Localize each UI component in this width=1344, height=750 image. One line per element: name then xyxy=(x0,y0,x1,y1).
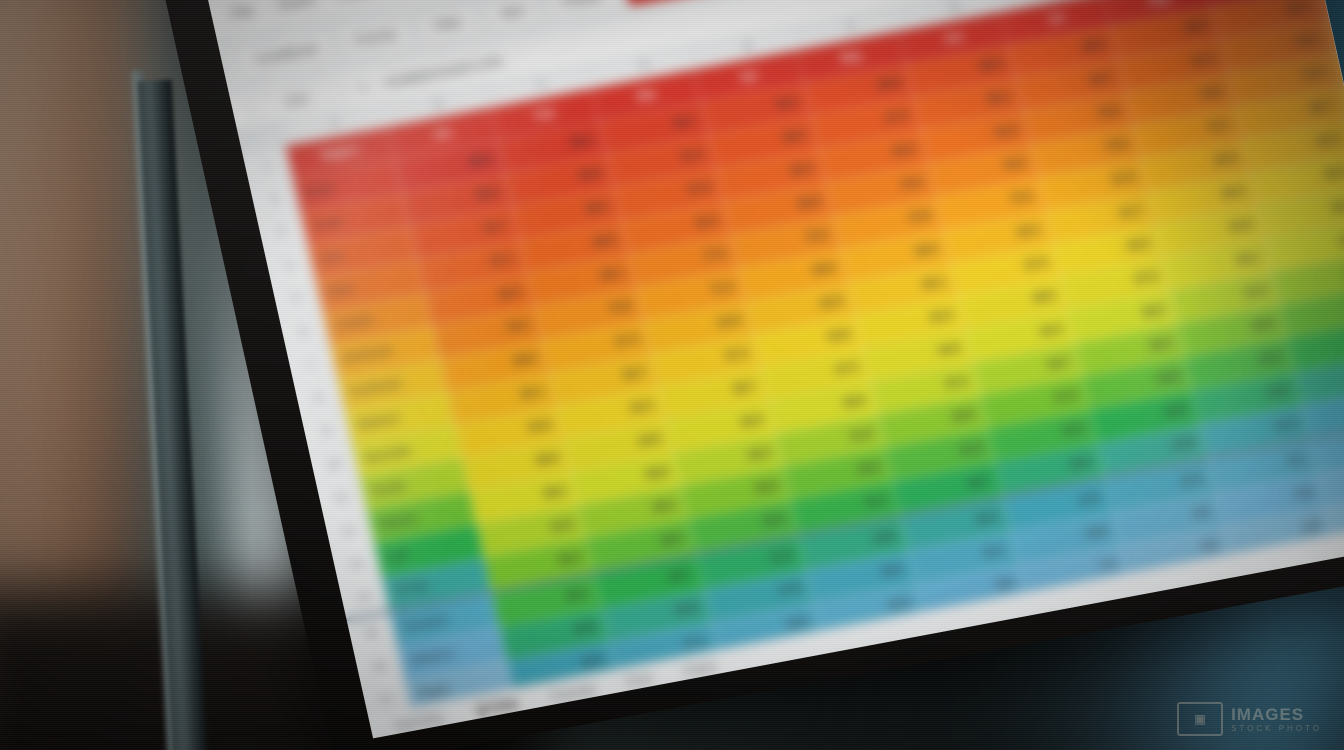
menu-item-home[interactable]: Home xyxy=(276,0,316,13)
conditional-button[interactable]: Conditional xyxy=(237,30,336,79)
fx-icon: fx xyxy=(357,79,370,96)
watermark: ▣ IMAGES STOCK PHOTO xyxy=(1177,702,1322,736)
laptop-screen: Budget_2024_Q4_Analysis.xlsx — □ × File … xyxy=(196,0,1344,739)
menu-item-file[interactable]: File xyxy=(229,2,255,21)
pin-icon[interactable]: 📍 xyxy=(678,729,697,739)
taskbar-app-label: Budget_2024 Excel xyxy=(577,734,654,738)
sort-button[interactable]: Sort xyxy=(482,0,542,33)
watermark-sub: STOCK PHOTO xyxy=(1231,724,1322,734)
freeze-button[interactable]: Freeze xyxy=(544,0,620,21)
lid-left-edge xyxy=(137,79,209,750)
menu-item-insert[interactable]: Insert xyxy=(338,0,374,1)
taskbar-app-excel[interactable]: X Budget_2024 Excel xyxy=(545,729,664,739)
filter-button[interactable]: Filter xyxy=(416,2,480,45)
watermark-logo-icon: ▣ xyxy=(1177,702,1224,736)
watermark-text: IMAGES STOCK PHOTO xyxy=(1231,705,1322,734)
spreadsheet-app: Budget_2024_Q4_Analysis.xlsx — □ × File … xyxy=(196,0,1344,739)
format-button[interactable]: Format xyxy=(337,15,414,60)
watermark-brand: IMAGES xyxy=(1231,704,1305,724)
